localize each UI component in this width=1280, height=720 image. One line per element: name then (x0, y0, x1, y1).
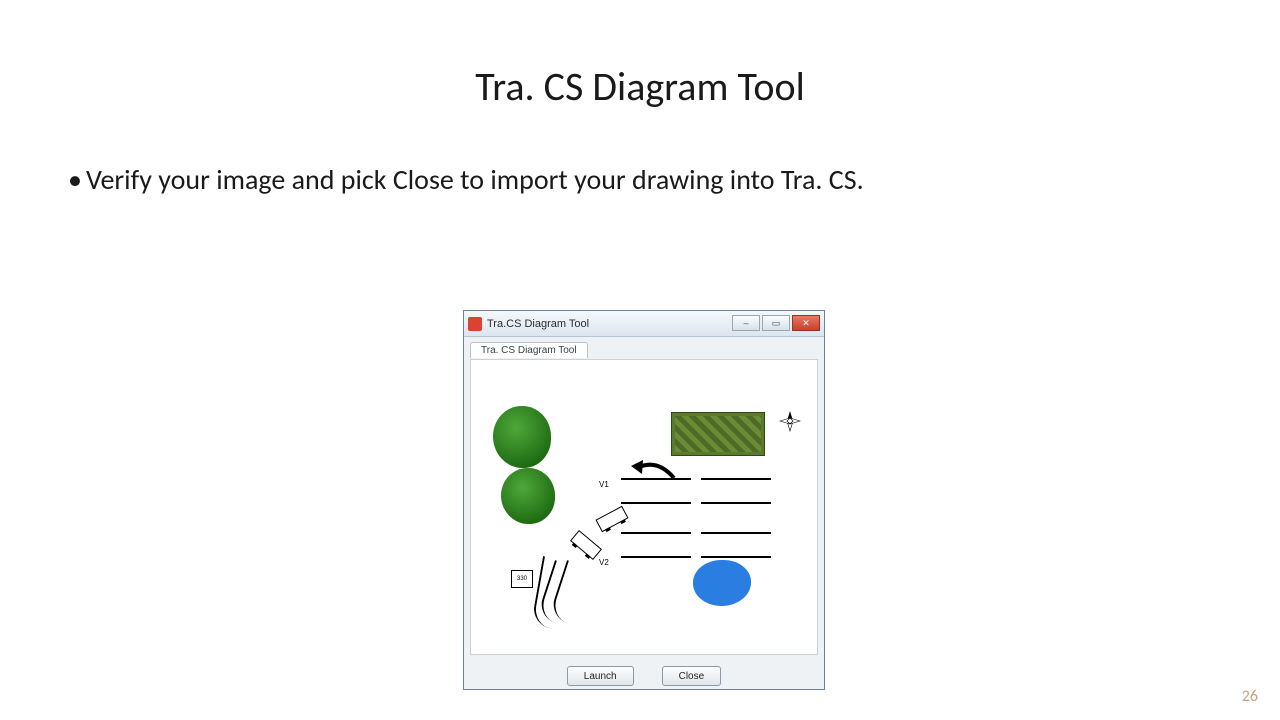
road-line (621, 532, 691, 534)
bullet-item: •Verify your image and pick Close to imp… (68, 162, 968, 197)
diagram-canvas: V1 V2 330 (470, 359, 818, 655)
window-title-text: Tra.CS Diagram Tool (487, 318, 589, 330)
road-line (621, 556, 691, 558)
tree-icon (501, 468, 555, 524)
road-line (621, 502, 691, 504)
bush-icon (671, 412, 765, 456)
tree-icon (493, 406, 551, 468)
diagram-window: Tra.CS Diagram Tool – ▭ ✕ Tra. CS Diagra… (463, 310, 825, 690)
tab-row: Tra. CS Diagram Tool (464, 337, 824, 359)
road-line (701, 502, 771, 504)
compass-icon (779, 410, 801, 432)
launch-button[interactable]: Launch (567, 666, 634, 686)
app-icon (468, 317, 482, 331)
page-number: 26 (1242, 687, 1258, 706)
window-minimize-button[interactable]: – (732, 315, 760, 331)
close-button[interactable]: Close (662, 666, 722, 686)
slide-title: Tra. CS Diagram Tool (0, 62, 1280, 111)
direction-arrow-icon (629, 456, 679, 491)
vehicle-icon (595, 506, 628, 532)
vehicle-label: V2 (599, 558, 609, 567)
window-titlebar[interactable]: Tra.CS Diagram Tool – ▭ ✕ (464, 311, 824, 337)
road-line (701, 556, 771, 558)
window-close-button[interactable]: ✕ (792, 315, 820, 331)
button-bar: Launch Close (464, 661, 824, 691)
window-maximize-button[interactable]: ▭ (762, 315, 790, 331)
tab-diagram[interactable]: Tra. CS Diagram Tool (470, 342, 588, 358)
pond-icon (693, 560, 751, 606)
bullet-text: Verify your image and pick Close to impo… (86, 162, 946, 197)
speed-sign-icon: 330 (511, 570, 533, 588)
road-line (701, 532, 771, 534)
vehicle-label: V1 (599, 480, 609, 489)
road-line (701, 478, 771, 480)
vehicle-icon (570, 530, 602, 560)
